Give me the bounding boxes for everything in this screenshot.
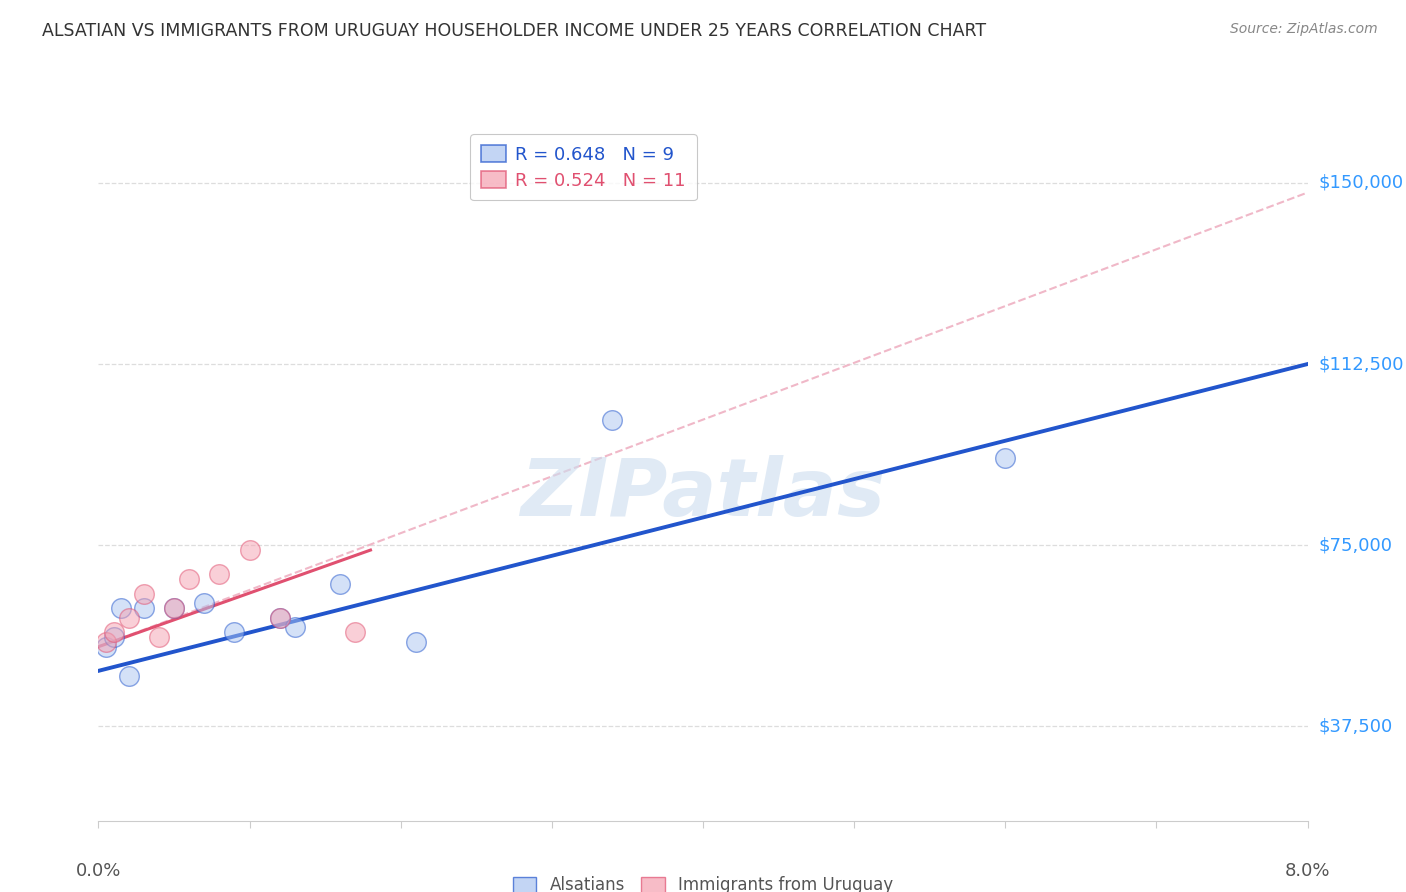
Point	[118, 669, 141, 683]
Point	[132, 601, 155, 615]
Point	[344, 625, 367, 640]
Point	[163, 601, 186, 615]
Point	[132, 586, 155, 600]
Text: ZIPatlas: ZIPatlas	[520, 455, 886, 533]
Point	[602, 412, 624, 426]
Text: $37,500: $37,500	[1319, 717, 1393, 735]
Point	[994, 451, 1017, 466]
Point	[269, 611, 291, 625]
Text: 8.0%: 8.0%	[1285, 863, 1330, 880]
Point	[329, 577, 352, 591]
Point	[163, 601, 186, 615]
Point	[224, 625, 246, 640]
Legend: Alsatians, Immigrants from Uruguay: Alsatians, Immigrants from Uruguay	[505, 868, 901, 892]
Text: ALSATIAN VS IMMIGRANTS FROM URUGUAY HOUSEHOLDER INCOME UNDER 25 YEARS CORRELATIO: ALSATIAN VS IMMIGRANTS FROM URUGUAY HOUS…	[42, 22, 986, 40]
Text: 0.0%: 0.0%	[76, 863, 121, 880]
Point	[208, 567, 231, 582]
Point	[148, 630, 170, 644]
Point	[405, 635, 427, 649]
Point	[118, 611, 141, 625]
Point	[284, 620, 307, 634]
Text: Source: ZipAtlas.com: Source: ZipAtlas.com	[1230, 22, 1378, 37]
Point	[179, 572, 201, 586]
Text: $112,500: $112,500	[1319, 355, 1405, 373]
Point	[110, 601, 132, 615]
Text: $75,000: $75,000	[1319, 536, 1393, 554]
Point	[94, 640, 117, 654]
Point	[103, 630, 125, 644]
Point	[239, 543, 262, 558]
Point	[269, 611, 291, 625]
Point	[103, 625, 125, 640]
Point	[193, 596, 215, 610]
Point	[94, 635, 117, 649]
Text: $150,000: $150,000	[1319, 174, 1403, 192]
